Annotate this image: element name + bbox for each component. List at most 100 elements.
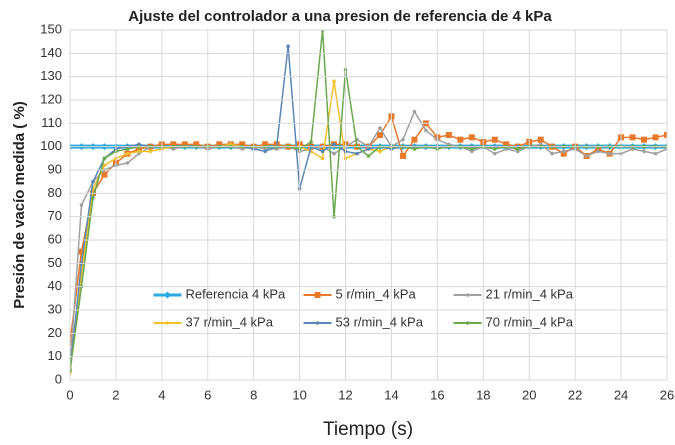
y-tick-label: 20 — [48, 325, 62, 340]
x-tick-label: 0 — [66, 387, 73, 402]
data-point — [137, 149, 141, 154]
x-tick-label: 24 — [614, 387, 628, 402]
data-point — [401, 137, 405, 142]
data-point — [515, 147, 520, 151]
data-point — [629, 134, 636, 141]
x-tick-label: 6 — [204, 387, 211, 402]
data-point — [491, 136, 498, 143]
y-tick-label: 30 — [48, 301, 62, 316]
y-tick-label: 50 — [48, 255, 62, 270]
data-point — [560, 150, 567, 157]
y-tick-label: 120 — [40, 91, 62, 106]
data-point — [181, 141, 188, 148]
data-point — [332, 151, 336, 156]
data-point — [263, 149, 267, 154]
data-point — [125, 151, 130, 156]
data-point — [378, 149, 382, 154]
data-point — [584, 154, 589, 158]
legend-label: 37 r/min_4 kPa — [186, 314, 274, 329]
data-point — [399, 153, 406, 159]
data-point — [125, 147, 130, 151]
data-point — [102, 163, 107, 168]
data-point — [239, 141, 246, 148]
legend-label: Referencia 4 kPa — [186, 286, 286, 301]
y-tick-label: 110 — [41, 115, 62, 130]
data-point — [561, 149, 566, 154]
data-point — [286, 44, 290, 49]
data-point — [332, 142, 336, 147]
x-tick-label: 16 — [430, 387, 444, 402]
legend-marker — [314, 292, 321, 298]
legend-marker — [465, 321, 470, 325]
data-point — [376, 132, 383, 138]
legend-marker — [164, 291, 171, 299]
data-point — [607, 151, 612, 156]
data-point — [652, 134, 659, 141]
data-point — [378, 126, 382, 130]
data-point — [125, 161, 130, 165]
y-tick-label: 80 — [48, 185, 62, 200]
data-point — [596, 149, 600, 154]
data-point — [78, 248, 85, 255]
y-tick-label: 140 — [40, 45, 62, 60]
data-point — [79, 203, 84, 207]
y-axis-label: Presión de vacío medida ( %) — [11, 101, 28, 309]
legend-label: 21 r/min_4 kPa — [486, 286, 574, 301]
data-point — [148, 149, 153, 154]
x-tick-label: 14 — [384, 387, 398, 402]
y-tick-label: 130 — [40, 68, 62, 83]
data-point — [91, 196, 95, 200]
data-point — [537, 136, 544, 143]
x-tick-label: 18 — [476, 387, 490, 402]
legend-label: 5 r/min_4 kPa — [336, 286, 417, 301]
data-point — [470, 147, 474, 151]
x-tick-label: 26 — [660, 387, 674, 402]
data-point — [641, 136, 648, 143]
data-point — [355, 151, 359, 156]
data-point — [411, 136, 418, 143]
data-point — [412, 109, 417, 114]
legend-label: 53 r/min_4 kPa — [336, 314, 424, 329]
data-point — [366, 147, 371, 151]
data-point — [424, 128, 428, 133]
data-point — [320, 156, 325, 161]
x-tick-label: 12 — [338, 387, 352, 402]
data-point — [332, 79, 336, 84]
data-point — [642, 149, 646, 154]
data-point — [412, 147, 417, 151]
legend-marker — [315, 321, 320, 325]
data-point — [135, 146, 142, 152]
data-point — [653, 151, 658, 156]
x-tick-label: 2 — [112, 387, 119, 402]
y-tick-label: 90 — [48, 161, 62, 176]
data-point — [503, 141, 510, 148]
data-point — [170, 141, 177, 148]
data-point — [216, 141, 223, 148]
data-point — [320, 149, 325, 154]
y-tick-label: 150 — [40, 21, 62, 36]
data-point — [492, 151, 497, 156]
data-point — [91, 179, 95, 184]
data-point — [366, 154, 371, 158]
data-point — [550, 151, 554, 156]
data-point — [102, 156, 107, 161]
data-point — [457, 136, 464, 143]
y-tick-label: 100 — [40, 138, 62, 153]
x-tick-label: 4 — [158, 387, 165, 402]
y-tick-label: 60 — [48, 231, 62, 246]
data-point — [445, 132, 452, 138]
x-tick-label: 20 — [522, 387, 536, 402]
y-tick-label: 0 — [55, 371, 62, 386]
data-point — [664, 132, 667, 138]
x-tick-label: 8 — [250, 387, 257, 402]
data-point — [309, 140, 313, 144]
x-axis-label: Tiempo (s) — [323, 419, 413, 440]
data-point — [262, 141, 269, 148]
y-tick-label: 40 — [48, 278, 62, 293]
data-point — [193, 141, 200, 148]
data-point — [101, 171, 108, 178]
data-point — [468, 134, 475, 141]
x-tick-label: 22 — [568, 387, 582, 402]
data-point — [492, 147, 497, 151]
